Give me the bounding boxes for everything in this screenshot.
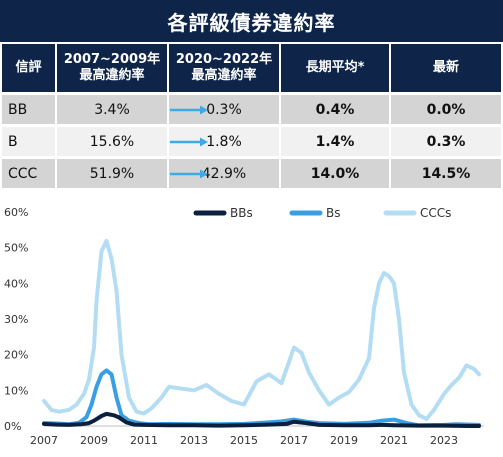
peak-2020-2022-value: 42.9% (201, 165, 247, 182)
latest-cell: 14.5% (391, 156, 501, 188)
arrow-right-icon (170, 169, 208, 178)
header-text-line: 2020~2022年 (175, 52, 273, 67)
peak-2020-2022-value: 0.3% (206, 101, 242, 118)
rating-cell: B (2, 124, 57, 156)
long-term-average-cell: 1.4% (281, 124, 391, 156)
x-tick-label: 2013 (180, 434, 208, 447)
default-rate-chart: 0% 10% 20% 30% 40% 50% 60% 2007 2009 2011 2013 2015… (0, 200, 503, 453)
peak-2007-2009-cell: 51.9% (57, 156, 169, 188)
y-tick-label: 40% (4, 277, 28, 290)
x-tick-label: 2007 (30, 434, 58, 447)
arrow-right-icon (170, 137, 208, 146)
line-chart: 0% 10% 20% 30% 40% 50% 60% 2007 2009 2011 2013 2015… (4, 206, 484, 447)
y-tick-label: 60% (4, 206, 28, 219)
peak-2020-2022-cell: 0.3% (169, 92, 281, 124)
header-text-line: 長期平均* (305, 60, 365, 75)
y-tick-label: 30% (4, 313, 28, 326)
rating-cell: BB (2, 92, 57, 124)
header-text-line: 最高違約率 (79, 68, 145, 83)
table-row: BB 3.4% 0.3% 0.4% 0.0% (2, 92, 501, 124)
x-tick-label: 2021 (380, 434, 408, 447)
table-row: B 15.6% 1.8% 1.4% 0.3% (2, 124, 501, 156)
rating-cell: CCC (2, 156, 57, 188)
table-row: CCC 51.9% 42.9% 14.0% 14.5% (2, 156, 501, 188)
header-rating: 信評 (2, 44, 57, 92)
header-text-line: 最高違約率 (191, 68, 257, 83)
page-title: 各評級債券違約率 (0, 0, 503, 42)
default-rate-table: 信評 2007~2009年 最高違約率 2020~2022年 最高違約率 長期平均*… (2, 44, 501, 188)
header-peak-2007-2009: 2007~2009年 最高違約率 (57, 44, 169, 92)
y-tick-label: 0% (4, 420, 21, 433)
peak-2020-2022-value: 1.8% (206, 133, 242, 150)
header-text-line: 最新 (432, 60, 459, 75)
latest-cell: 0.0% (391, 92, 501, 124)
x-tick-label: 2019 (330, 434, 358, 447)
peak-2020-2022-cell: 42.9% (169, 156, 281, 188)
legend-label-cccs: CCCs (420, 206, 451, 220)
header-peak-2020-2022: 2020~2022年 最高違約率 (169, 44, 281, 92)
legend-label-bs: Bs (326, 206, 340, 220)
x-tick-label: 2011 (130, 434, 158, 447)
x-tick-label: 2009 (80, 434, 108, 447)
long-term-average-cell: 14.0% (281, 156, 391, 188)
arrow-right-icon (170, 105, 208, 114)
peak-2007-2009-cell: 3.4% (57, 92, 169, 124)
header-long-term-average: 長期平均* (281, 44, 391, 92)
header-latest: 最新 (391, 44, 501, 92)
table-header-row: 信評 2007~2009年 最高違約率 2020~2022年 最高違約率 長期平均*… (2, 44, 501, 92)
long-term-average-cell: 0.4% (281, 92, 391, 124)
series-line-cccs (42, 238, 481, 421)
y-tick-label: 10% (4, 384, 28, 397)
x-tick-label: 2023 (430, 434, 458, 447)
peak-2007-2009-cell: 15.6% (57, 124, 169, 156)
peak-2020-2022-cell: 1.8% (169, 124, 281, 156)
series-line-bbs (42, 411, 481, 428)
y-tick-label: 50% (4, 242, 28, 255)
legend-label-bbs: BBs (230, 206, 253, 220)
y-tick-label: 20% (4, 349, 28, 362)
x-tick-label: 2015 (230, 434, 258, 447)
header-text-line: 信評 (15, 60, 42, 75)
latest-cell: 0.3% (391, 124, 501, 156)
x-tick-label: 2017 (280, 434, 308, 447)
header-text-line: 2007~2009年 (63, 52, 161, 67)
